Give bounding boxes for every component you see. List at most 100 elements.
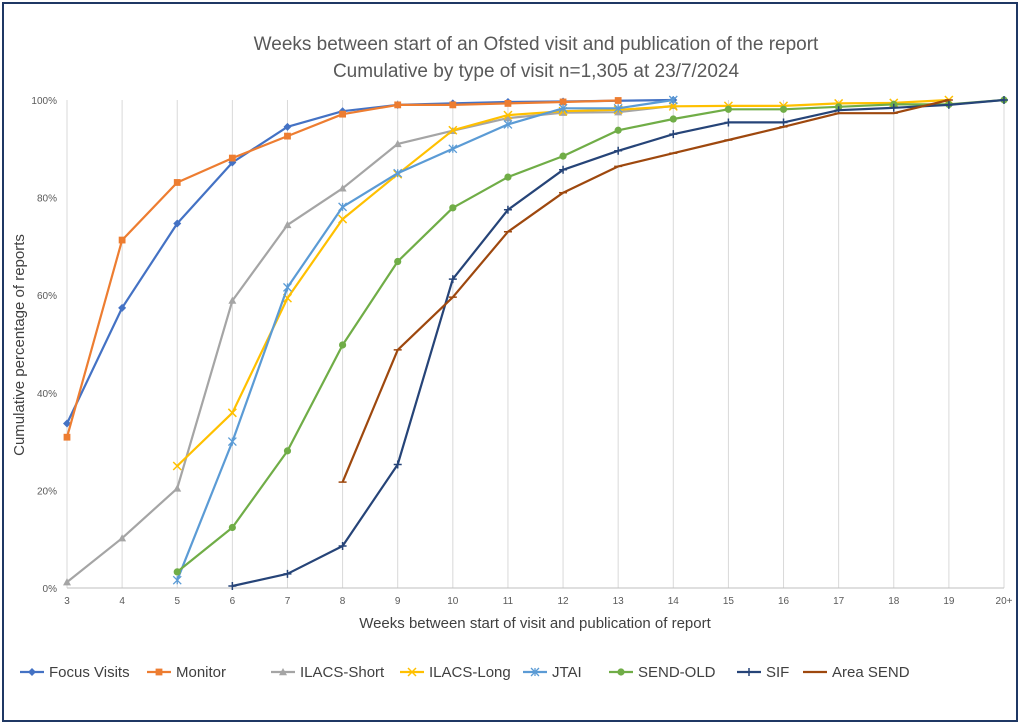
- data-point: [228, 582, 237, 591]
- x-tick-label: 12: [557, 596, 569, 607]
- data-point: [118, 303, 127, 312]
- data-point: [1000, 96, 1008, 104]
- legend-label: Area SEND: [832, 664, 910, 681]
- data-point: [118, 236, 126, 244]
- data-point: [338, 184, 347, 192]
- x-tick-label: 3: [64, 596, 70, 607]
- data-point: [449, 101, 457, 109]
- data-point: [779, 118, 788, 127]
- data-point: [338, 341, 347, 349]
- data-point: [393, 168, 403, 178]
- data-point: [338, 542, 347, 551]
- y-tick-label: 40%: [37, 389, 57, 400]
- data-point: [283, 282, 292, 292]
- data-point: [227, 408, 237, 418]
- data-point: [614, 97, 622, 104]
- data-point: [724, 118, 733, 127]
- legend-item: Area SEND: [803, 664, 910, 681]
- grid: [66, 100, 1005, 589]
- data-point: [155, 668, 163, 676]
- data-point: [745, 668, 753, 676]
- x-tick-label: 9: [395, 596, 401, 607]
- data-point: [173, 484, 182, 492]
- legend-item: ILACS-Short: [271, 664, 385, 681]
- data-point: [617, 668, 625, 676]
- data-point: [228, 154, 236, 162]
- legend-label: Focus Visits: [49, 664, 130, 681]
- series-line: [176, 98, 1005, 573]
- series-layer: [63, 95, 1008, 591]
- x-tick-label: 5: [174, 596, 180, 607]
- data-point: [944, 100, 953, 109]
- x-tick-label: 16: [778, 596, 790, 607]
- x-tick-label: 17: [833, 596, 845, 607]
- series-monitor: [63, 97, 622, 441]
- data-point: [284, 132, 291, 140]
- legend-label: SEND-OLD: [638, 664, 716, 681]
- y-tick-label: 0%: [43, 584, 58, 595]
- legend-item: Focus Visits: [20, 664, 130, 681]
- data-point: [779, 105, 788, 113]
- data-point: [393, 460, 402, 469]
- data-point: [448, 125, 458, 135]
- data-point: [448, 144, 458, 154]
- data-point: [393, 139, 402, 148]
- x-tick-label: 18: [888, 596, 900, 607]
- series-line: [66, 104, 674, 583]
- data-point: [669, 130, 678, 139]
- data-point: [227, 437, 237, 447]
- data-point: [279, 668, 287, 676]
- series-jtai: [172, 95, 678, 585]
- data-point: [614, 146, 623, 155]
- x-tick-label: 19: [943, 596, 955, 607]
- legend-item: JTAI: [523, 664, 582, 681]
- data-point: [173, 179, 181, 186]
- data-point: [118, 534, 127, 542]
- data-point: [283, 569, 292, 578]
- data-point: [613, 103, 623, 113]
- series-line: [176, 98, 674, 581]
- x-tick-label: 4: [119, 596, 125, 607]
- data-point: [503, 114, 512, 122]
- data-point: [394, 257, 402, 266]
- data-point: [503, 205, 512, 214]
- data-point: [283, 122, 292, 131]
- data-point: [172, 461, 182, 471]
- data-point: [448, 275, 457, 284]
- x-tick-label: 20+: [996, 596, 1013, 607]
- x-tick-label: 13: [613, 596, 625, 607]
- legend-label: ILACS-Long: [429, 664, 511, 681]
- data-point: [889, 103, 898, 112]
- data-point: [283, 447, 292, 455]
- data-point: [559, 165, 568, 174]
- data-point: [228, 296, 237, 304]
- chart-title: Weeks between start of an Ofsted visit a…: [254, 34, 819, 55]
- y-tick-label: 80%: [37, 194, 57, 205]
- data-point: [63, 419, 71, 428]
- data-point: [63, 433, 71, 441]
- series-line: [341, 98, 950, 483]
- legend-label: JTAI: [552, 664, 582, 681]
- data-point: [669, 115, 677, 123]
- data-point: [407, 667, 417, 677]
- data-point: [338, 202, 348, 212]
- data-point: [63, 578, 71, 586]
- data-point: [559, 152, 567, 160]
- series-sif: [228, 96, 1008, 591]
- data-point: [668, 95, 678, 105]
- series-send-old: [173, 96, 1008, 576]
- legend-item: SIF: [737, 664, 789, 681]
- data-point: [504, 173, 512, 181]
- x-tick-label: 11: [503, 596, 514, 607]
- data-point: [394, 101, 402, 109]
- data-point: [558, 103, 568, 113]
- y-axis-title: Cumulative percentage of reports: [11, 234, 28, 456]
- series-area-send: [338, 98, 953, 483]
- tick-labels: 3 4 5 6 7 8 9 10 11 12 13 14 15 16 17 18 19 20+ 0% 20% 40% 60…: [31, 96, 1012, 607]
- data-point: [668, 101, 678, 111]
- data-point: [503, 110, 513, 120]
- x-tick-label: 6: [230, 596, 236, 607]
- data-point: [173, 568, 181, 576]
- data-point: [559, 98, 567, 106]
